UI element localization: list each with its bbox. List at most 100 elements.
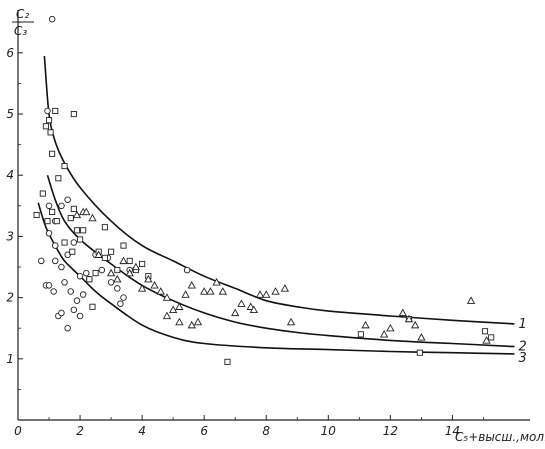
x-tick-label: 8 bbox=[262, 424, 270, 438]
point-triangle bbox=[411, 320, 420, 329]
point-triangle bbox=[106, 268, 116, 277]
y-axis-label-denominator: C₃ bbox=[14, 24, 27, 38]
point-triangle bbox=[286, 317, 296, 326]
point-triangle bbox=[175, 317, 184, 326]
point-triangle bbox=[162, 293, 172, 301]
point-square bbox=[49, 150, 56, 157]
point-triangle bbox=[231, 308, 240, 317]
point-triangle bbox=[168, 305, 178, 314]
point-circle bbox=[107, 279, 115, 286]
point-triangle bbox=[144, 274, 153, 283]
point-circle bbox=[45, 230, 53, 237]
point-circle bbox=[70, 239, 78, 246]
point-circle bbox=[51, 242, 59, 249]
point-square bbox=[49, 208, 56, 215]
point-square bbox=[61, 162, 68, 170]
point-triangle bbox=[156, 287, 165, 295]
point-triangle bbox=[187, 281, 196, 289]
point-circle bbox=[120, 294, 127, 301]
point-circle bbox=[61, 279, 68, 286]
point-square bbox=[73, 227, 81, 234]
point-triangle bbox=[113, 274, 122, 283]
x-tick-label: 10 bbox=[321, 424, 337, 438]
point-circle bbox=[70, 306, 78, 314]
point-triangle bbox=[162, 311, 172, 320]
point-triangle bbox=[72, 210, 82, 219]
curve-2 bbox=[46, 174, 515, 348]
point-triangle bbox=[175, 302, 184, 310]
point-square bbox=[33, 211, 40, 219]
point-circle bbox=[64, 196, 71, 203]
point-square bbox=[86, 276, 93, 283]
y-tick-label: 1 bbox=[6, 352, 14, 366]
point-triangle bbox=[379, 330, 389, 338]
point-square bbox=[67, 215, 74, 222]
point-square bbox=[126, 257, 133, 264]
y-tick-label: 6 bbox=[6, 46, 14, 60]
point-triangle bbox=[119, 256, 128, 265]
data-points bbox=[33, 15, 495, 365]
point-square bbox=[488, 334, 495, 341]
point-circle bbox=[79, 291, 87, 298]
point-square bbox=[80, 227, 87, 234]
point-triangle bbox=[212, 277, 221, 286]
point-circle bbox=[73, 297, 81, 304]
point-square bbox=[101, 254, 108, 261]
x-tick-label: 2 bbox=[76, 424, 84, 438]
point-square bbox=[47, 129, 54, 136]
point-square bbox=[139, 260, 146, 268]
point-square bbox=[42, 123, 49, 130]
x-tick-label: 4 bbox=[138, 424, 146, 438]
point-square bbox=[53, 218, 60, 225]
point-circle bbox=[76, 272, 84, 280]
point-triangle bbox=[361, 320, 370, 329]
point-triangle bbox=[262, 290, 271, 298]
point-circle bbox=[76, 312, 84, 320]
point-circle bbox=[114, 285, 121, 292]
point-circle bbox=[44, 107, 51, 115]
point-square bbox=[416, 349, 423, 356]
curve-label-2: 2 bbox=[518, 340, 526, 355]
x-tick-label: 6 bbox=[200, 424, 208, 438]
point-triangle bbox=[398, 308, 407, 317]
y-tick-label: 5 bbox=[6, 107, 14, 121]
point-square bbox=[52, 107, 59, 115]
point-triangle bbox=[271, 287, 280, 295]
point-circle bbox=[45, 202, 53, 210]
y-tick-label: 2 bbox=[6, 291, 14, 305]
point-triangle bbox=[417, 333, 426, 341]
point-square bbox=[481, 328, 489, 335]
point-circle bbox=[64, 324, 71, 332]
point-triangle bbox=[82, 207, 91, 216]
y-tick-label: 4 bbox=[6, 168, 14, 182]
point-circle bbox=[67, 288, 75, 295]
point-square bbox=[120, 242, 127, 249]
point-triangle bbox=[249, 305, 258, 314]
point-circle bbox=[58, 309, 65, 317]
point-triangle bbox=[94, 250, 103, 258]
point-square bbox=[108, 248, 115, 255]
point-triangle bbox=[137, 284, 147, 292]
point-square bbox=[44, 218, 51, 225]
point-square bbox=[224, 358, 231, 365]
point-circle bbox=[183, 266, 191, 274]
point-circle bbox=[48, 15, 56, 23]
point-square bbox=[101, 224, 108, 231]
point-square bbox=[70, 205, 77, 212]
point-circle bbox=[38, 257, 45, 265]
point-square bbox=[39, 190, 46, 197]
point-square bbox=[89, 303, 96, 310]
point-circle bbox=[58, 263, 65, 271]
point-square bbox=[45, 117, 53, 124]
point-circle bbox=[117, 300, 124, 307]
point-circle bbox=[64, 251, 71, 259]
point-triangle bbox=[386, 323, 395, 332]
point-circle bbox=[51, 257, 59, 265]
point-triangle bbox=[125, 268, 134, 277]
x-tick-label: 12 bbox=[383, 424, 398, 438]
point-circle bbox=[83, 269, 90, 277]
point-triangle bbox=[131, 262, 141, 271]
point-triangle bbox=[88, 213, 97, 222]
